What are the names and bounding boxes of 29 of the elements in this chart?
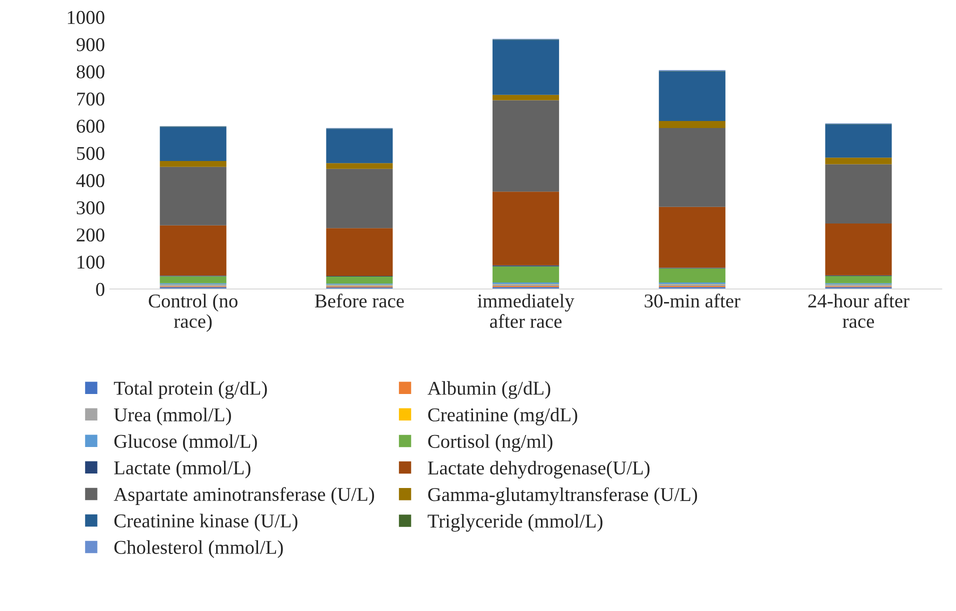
y-tick-label: 600 — [76, 120, 104, 133]
y-tick-label: 800 — [76, 65, 104, 78]
y-tick-label: 500 — [77, 146, 104, 160]
y-tick-label: 0 — [96, 282, 104, 296]
legend-label: Gamma-glutamyltransferase (U/L) — [428, 487, 698, 506]
legend-label: Creatinine (mg/dL) — [428, 408, 578, 426]
legend-label: Albumin (g/dL) — [428, 381, 550, 399]
legend-label: Triglyceride (mmol/L) — [428, 514, 602, 532]
legend-label: Glucose (mmol/L) — [114, 434, 257, 452]
legend-label: Creatinine kinase (U/L) — [114, 514, 298, 532]
x-tick-label: 24-hour after race — [808, 294, 910, 328]
legend-label: Cholesterol (mmol/L) — [114, 540, 283, 558]
x-tick-label: Before race — [314, 294, 404, 308]
legend-label: Total protein (g/dL) — [114, 381, 267, 399]
x-tick-label: immediately after race — [478, 294, 574, 328]
legend-label: Lactate (mmol/L) — [114, 460, 250, 478]
legend-label: Cortisol (ng/ml) — [428, 434, 552, 452]
y-tick-label: 100 — [78, 256, 104, 269]
y-tick-label: 1000 — [68, 10, 104, 24]
y-tick-label: 900 — [76, 38, 104, 52]
y-tick-label: 400 — [76, 174, 104, 188]
legend-label: Urea (mmol/L) — [114, 408, 231, 426]
y-tick-label: 700 — [77, 92, 104, 106]
y-tick-label: 300 — [76, 201, 104, 214]
legend-label: Lactate dehydrogenase(U/L) — [428, 460, 650, 479]
legend-label: Aspartate aminotransferase (U/L) — [114, 487, 374, 505]
x-tick-label: Control (no race) — [148, 294, 238, 332]
y-tick-label: 200 — [76, 228, 104, 242]
x-tick-label: 30-min after — [644, 294, 740, 308]
